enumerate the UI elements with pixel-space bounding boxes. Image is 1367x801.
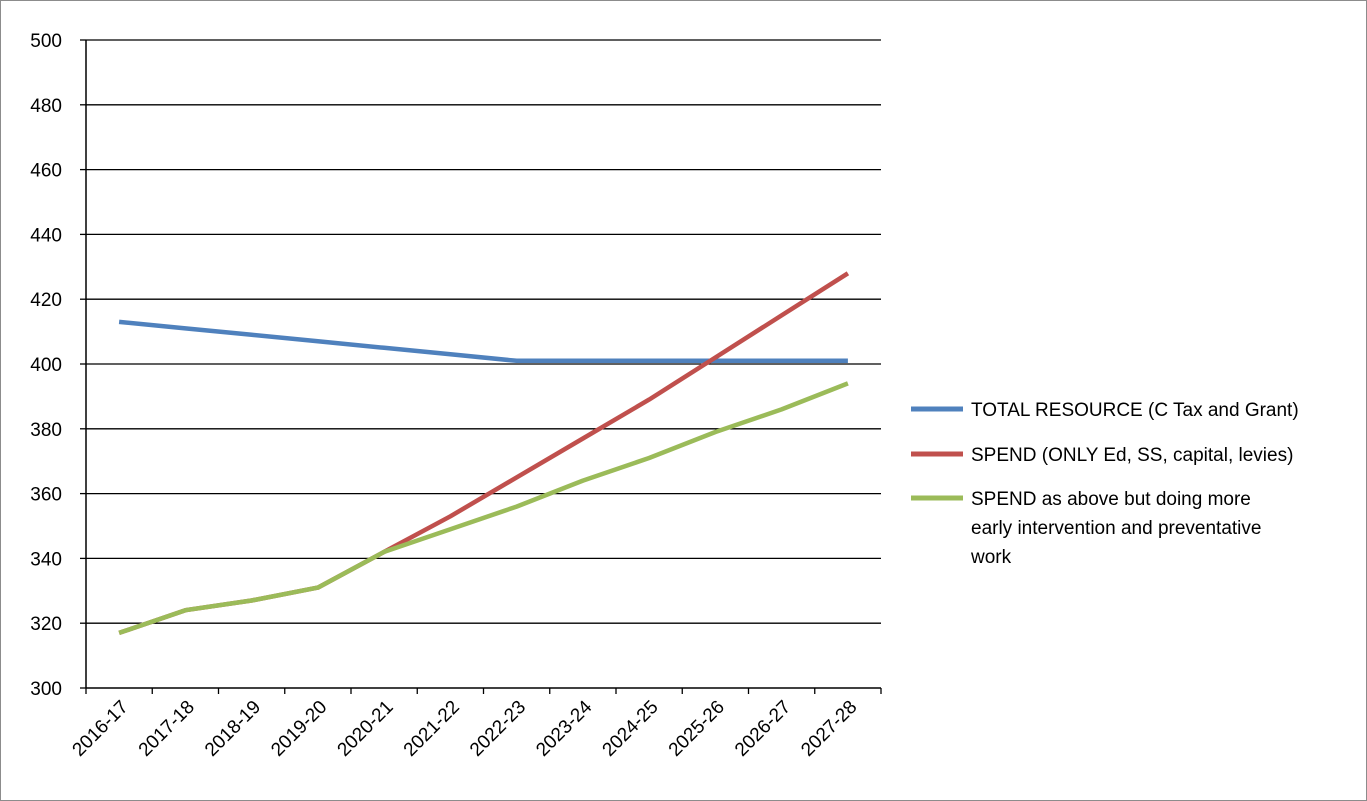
x-tick-label: 2027-28 [797,697,861,761]
y-tick-label: 320 [30,614,62,635]
y-tick-label: 480 [30,96,62,117]
x-tick-label: 2025-26 [665,697,729,761]
legend-label-2: SPEND (ONLY Ed, SS, capital, levies) [971,445,1293,466]
x-tick-label: 2026-27 [731,697,795,761]
x-tick-label: 2018-19 [201,697,265,761]
y-tick-label: 500 [30,31,62,52]
y-tick-label: 380 [30,420,62,441]
series-line-2 [118,271,850,636]
y-tick-label: 340 [30,549,62,570]
legend-label-3: work [970,547,1012,568]
axes [80,39,882,694]
x-tick-label: 2022-23 [466,697,530,761]
x-tick-label: 2020-21 [334,697,398,761]
x-tick-label: 2021-22 [400,697,464,761]
y-tick-label: 460 [30,161,62,182]
y-tick-label: 420 [30,290,62,311]
series-line-3 [118,381,849,636]
x-tick-label: 2024-25 [599,697,663,761]
gridlines [86,39,881,624]
y-tick-label: 440 [30,225,62,246]
y-tick-label: 400 [30,355,62,376]
y-tick-label: 300 [30,679,62,700]
series-line-1 [118,319,848,364]
x-tick-label: 2019-20 [267,697,331,761]
legend-label-3: early intervention and preventative [971,518,1261,539]
x-tick-label: 2017-18 [135,697,199,761]
legend-label-1: TOTAL RESOURCE (C Tax and Grant) [971,400,1299,421]
legend: TOTAL RESOURCE (C Tax and Grant) SPEND (O… [911,400,1299,568]
x-tick-labels: 2016-17 2017-18 2018-19 2019-20 2020-21 2021-… [69,696,862,760]
y-tick-labels: 300 320 340 360 380 400 420 440 460 480 500 [30,31,62,700]
x-tick-label: 2023-24 [532,696,596,760]
y-tick-label: 360 [30,485,62,506]
legend-label-3: SPEND as above but doing more [971,489,1251,510]
series-lines [118,271,850,636]
x-tick-label: 2016-17 [69,697,133,761]
